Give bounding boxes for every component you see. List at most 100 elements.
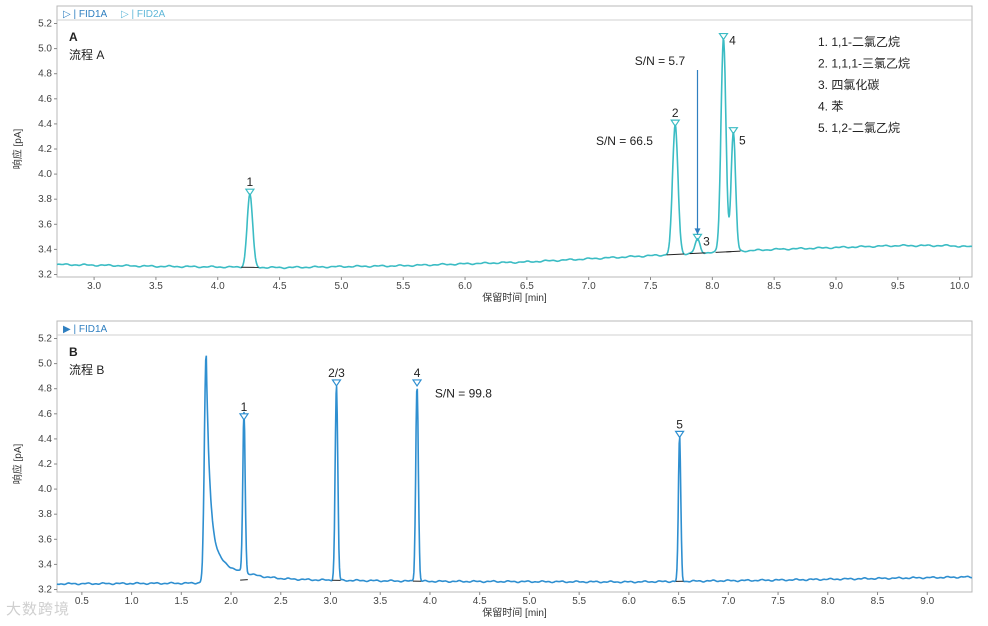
chart-a-svg: ▷ | FID1A ▷ | FID2A 3.2 3.4 3.6 3.8 4.0 4.2 4.4 4… bbox=[11, 5, 973, 304]
x-tick-label: 4.0 bbox=[423, 596, 437, 607]
x-tick-label: 3.5 bbox=[149, 281, 163, 292]
y-tick-label: 5.2 bbox=[38, 334, 52, 345]
snr-annotation: S/N = 66.5 bbox=[596, 134, 653, 148]
chart-b-svg: ▶ | FID1A 3.2 3.4 3.6 3.8 4.0 4.2 4.4 4.6 4.8 5.0 5… bbox=[11, 320, 973, 619]
header-tab: ▶ | FID1A bbox=[63, 324, 108, 335]
panel-subtitle: 流程 B bbox=[69, 362, 104, 377]
x-tick-label: 4.5 bbox=[473, 596, 487, 607]
watermark-logo: 大数跨境 bbox=[6, 600, 71, 618]
y-tick-label: 3.2 bbox=[38, 584, 52, 595]
peak-label: 3 bbox=[703, 234, 710, 248]
header-tab: ▷ | FID2A bbox=[121, 9, 166, 20]
y-tick-label: 4.2 bbox=[38, 144, 52, 155]
x-tick-label: 7.0 bbox=[721, 596, 735, 607]
x-tick-label: 5.0 bbox=[522, 596, 536, 607]
x-tick-label: 8.5 bbox=[767, 281, 781, 292]
legend-entry: 3. 四氯化碳 bbox=[818, 78, 879, 92]
peak-label: 2/3 bbox=[328, 366, 345, 380]
peak-label: 1 bbox=[241, 400, 248, 414]
x-tick-label: 9.5 bbox=[891, 281, 905, 292]
plot-frame bbox=[56, 320, 973, 593]
chart-panel-b: ▶ | FID1A 3.2 3.4 3.6 3.8 4.0 4.2 4.4 4.6 4.8 5.0 5… bbox=[0, 315, 988, 620]
y-tick-label: 3.4 bbox=[38, 559, 52, 570]
legend-entry: 5. 1,2-二氯乙烷 bbox=[818, 121, 900, 135]
x-tick-label: 6.5 bbox=[520, 281, 534, 292]
snr-arrow-head bbox=[694, 228, 701, 235]
y-axis-label: 响应 [pA] bbox=[11, 444, 24, 485]
peak-label: 5 bbox=[739, 134, 746, 148]
header-tab: ▷ | FID1A bbox=[63, 9, 108, 20]
plot-frame bbox=[56, 5, 973, 278]
x-tick-label: 5.5 bbox=[572, 596, 586, 607]
x-tick-label: 4.5 bbox=[273, 281, 287, 292]
y-tick-label: 3.6 bbox=[38, 219, 52, 230]
y-tick-label: 4.0 bbox=[38, 169, 52, 180]
y-tick-label: 4.2 bbox=[38, 459, 52, 470]
peak-marker bbox=[718, 32, 729, 41]
x-tick-label: 0.5 bbox=[75, 596, 89, 607]
y-tick-label: 5.0 bbox=[38, 44, 52, 55]
peak-marker bbox=[674, 430, 685, 439]
y-tick-label: 4.0 bbox=[38, 484, 52, 495]
x-tick-label: 6.0 bbox=[458, 281, 472, 292]
panel-label: A bbox=[69, 30, 78, 44]
y-tick-label: 3.4 bbox=[38, 244, 52, 255]
x-tick-label: 3.0 bbox=[87, 281, 101, 292]
peak-label: 4 bbox=[414, 366, 421, 380]
peak-label: 1 bbox=[247, 175, 254, 189]
y-tick-label: 4.6 bbox=[38, 94, 52, 105]
x-tick-label: 4.0 bbox=[211, 281, 225, 292]
legend-entry: 1. 1,1-二氯乙烷 bbox=[818, 35, 900, 49]
peak-marker bbox=[331, 379, 342, 388]
x-tick-label: 1.0 bbox=[125, 596, 139, 607]
x-tick-label: 5.5 bbox=[396, 281, 410, 292]
x-tick-label: 7.0 bbox=[582, 281, 596, 292]
peak-marker bbox=[670, 119, 681, 128]
x-tick-label: 2.0 bbox=[224, 596, 238, 607]
x-tick-label: 6.0 bbox=[622, 596, 636, 607]
y-tick-label: 4.4 bbox=[38, 434, 52, 445]
y-tick-label: 5.0 bbox=[38, 359, 52, 370]
peak-label: 5 bbox=[676, 417, 683, 431]
y-tick-label: 4.4 bbox=[38, 119, 52, 130]
x-tick-label: 3.0 bbox=[324, 596, 338, 607]
peak-marker bbox=[692, 233, 703, 242]
peak-label: 4 bbox=[729, 34, 736, 48]
peak-label: 2 bbox=[672, 106, 679, 120]
y-tick-label: 3.2 bbox=[38, 269, 52, 280]
x-axis-label: 保留时间 [min] bbox=[482, 606, 547, 619]
peak-marker bbox=[411, 379, 423, 388]
x-tick-label: 1.5 bbox=[174, 596, 188, 607]
x-tick-label: 2.5 bbox=[274, 596, 288, 607]
legend-entry: 4. 苯 bbox=[818, 100, 843, 114]
x-tick-label: 6.5 bbox=[672, 596, 686, 607]
x-tick-label: 8.0 bbox=[705, 281, 719, 292]
signal-trace bbox=[56, 355, 973, 586]
y-axis-label: 响应 [pA] bbox=[11, 129, 24, 170]
x-tick-label: 10.0 bbox=[950, 281, 970, 292]
signal-trace bbox=[56, 36, 973, 270]
peak-baseline bbox=[689, 252, 706, 255]
x-tick-label: 9.0 bbox=[920, 596, 934, 607]
peak-baseline bbox=[726, 250, 741, 253]
x-tick-label: 8.0 bbox=[821, 596, 835, 607]
y-tick-label: 4.8 bbox=[38, 69, 52, 80]
x-tick-label: 8.5 bbox=[871, 596, 885, 607]
y-tick-label: 3.8 bbox=[38, 194, 52, 205]
y-tick-label: 4.6 bbox=[38, 409, 52, 420]
y-tick-label: 3.6 bbox=[38, 534, 52, 545]
x-tick-label: 3.5 bbox=[373, 596, 387, 607]
x-tick-label: 5.0 bbox=[334, 281, 348, 292]
snr-annotation: S/N = 99.8 bbox=[435, 386, 492, 400]
peak-baseline bbox=[666, 253, 684, 256]
panel-label: B bbox=[69, 345, 78, 359]
x-tick-label: 9.0 bbox=[829, 281, 843, 292]
peak-marker bbox=[238, 413, 250, 421]
panel-subtitle: 流程 A bbox=[69, 47, 104, 62]
peak-marker bbox=[728, 127, 739, 135]
y-tick-label: 3.8 bbox=[38, 509, 52, 520]
snr-annotation: S/N = 5.7 bbox=[635, 54, 686, 68]
x-tick-label: 7.5 bbox=[771, 596, 785, 607]
x-axis-label: 保留时间 [min] bbox=[482, 291, 547, 304]
y-tick-label: 5.2 bbox=[38, 19, 52, 30]
